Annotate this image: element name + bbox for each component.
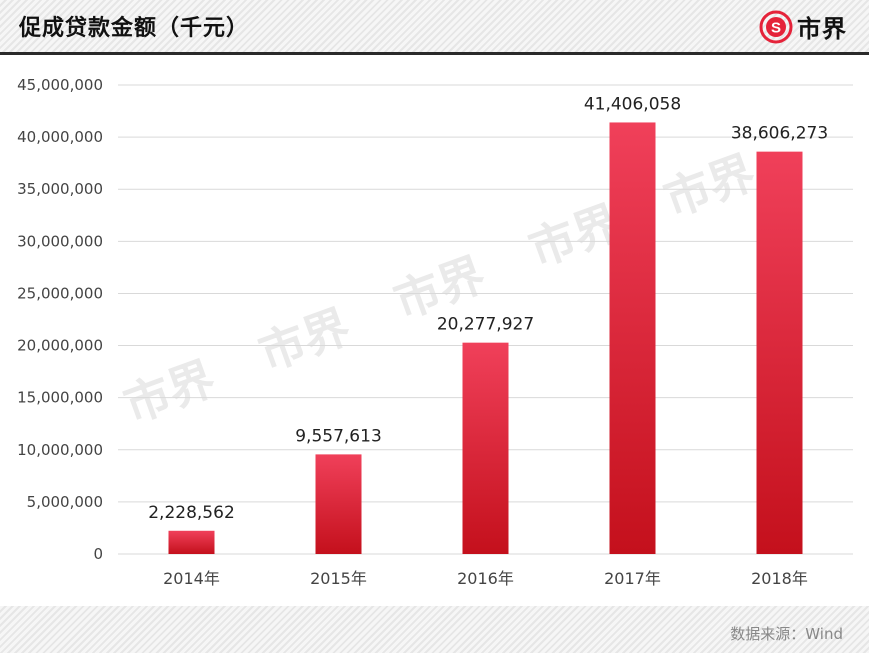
x-tick-label: 2015年 (310, 569, 367, 588)
brand-logo: S 市界 (759, 9, 847, 44)
y-tick-label: 10,000,000 (17, 441, 103, 459)
x-tick-label: 2016年 (457, 569, 514, 588)
y-tick-label: 30,000,000 (17, 232, 103, 250)
data-label: 9,557,613 (295, 426, 382, 446)
watermark-text: 市界 (117, 351, 222, 433)
y-tick-label: 15,000,000 (17, 389, 103, 407)
y-tick-label: 0 (93, 545, 103, 563)
x-axis-ticks: 2014年 2015年 2016年 2017年 2018年 (163, 569, 808, 588)
data-label: 41,406,058 (584, 94, 681, 114)
y-tick-label: 25,000,000 (17, 284, 103, 302)
chart-footer: 数据来源：Wind (0, 606, 869, 653)
bar (462, 342, 509, 554)
svg-text:S: S (771, 19, 781, 36)
logo-icon: S (759, 10, 793, 43)
header-divider (0, 52, 869, 55)
bar (168, 530, 215, 554)
bar (609, 122, 656, 555)
y-tick-label: 5,000,000 (27, 493, 103, 511)
logo-text: 市界 (797, 15, 847, 43)
bars (168, 122, 803, 555)
y-tick-label: 45,000,000 (17, 76, 103, 94)
bar (756, 151, 803, 554)
chart-header: 促成贷款金额（千元） S 市界 (0, 0, 869, 52)
watermark-text: 市界 (252, 299, 357, 381)
y-tick-label: 20,000,000 (17, 337, 103, 355)
y-axis-ticks: 0 5,000,000 10,000,000 15,000,000 20,000,000… (17, 76, 103, 563)
x-tick-label: 2014年 (163, 569, 220, 588)
data-source: 数据来源：Wind (730, 625, 843, 643)
watermark-text: 市界 (657, 145, 762, 227)
bar (315, 454, 362, 554)
chart-title: 促成贷款金额（千元） (19, 16, 250, 41)
data-label: 20,277,927 (437, 315, 534, 335)
y-tick-label: 40,000,000 (17, 128, 103, 146)
x-tick-label: 2017年 (604, 569, 661, 588)
data-label: 2,228,562 (148, 503, 235, 523)
x-tick-label: 2018年 (751, 569, 808, 588)
y-tick-label: 35,000,000 (17, 180, 103, 198)
data-label: 38,606,273 (731, 124, 828, 144)
data-labels: 2,228,562 9,557,613 20,277,927 41,406,058 38… (148, 94, 828, 522)
